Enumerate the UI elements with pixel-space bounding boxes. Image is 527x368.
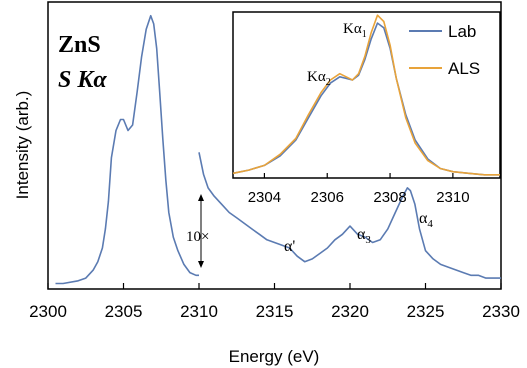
- main-series-group: [55, 14, 501, 285]
- x-axis-label: Energy (eV): [229, 347, 320, 366]
- legend-als-label: ALS: [448, 59, 480, 78]
- x-tick-label: 2305: [105, 302, 143, 321]
- x-tick-label: 2310: [180, 302, 218, 321]
- x-tick-label: 2315: [256, 302, 294, 321]
- x-tick-label: 2304: [248, 189, 281, 206]
- inset-series-group: [232, 14, 500, 176]
- inset-plot-frame: [232, 11, 501, 179]
- alpha-prime-label: α': [284, 238, 295, 255]
- panel-label-line: S Kα: [58, 67, 107, 93]
- spectrum-series-line-1: [198, 152, 501, 279]
- alpha3-label: α3: [357, 226, 371, 246]
- x-tick-label: 2300: [29, 302, 67, 321]
- main-x-ticks: 2300 2305 2310 2315 2320 2325 2330: [29, 283, 520, 321]
- x-tick-label: 2306: [311, 189, 344, 206]
- x-tick-label: 2325: [407, 302, 445, 321]
- scale-factor-label: 10×: [186, 229, 209, 245]
- inset-x-ticks: 2304 2306 2308 2310: [248, 173, 470, 206]
- y-axis-label: Intensity (arb.): [13, 91, 32, 200]
- x-tick-label: 2308: [373, 189, 406, 206]
- x-tick-label: 2330: [482, 302, 520, 321]
- k-alpha2-label: Kα2: [307, 69, 331, 88]
- k-alpha1-label: Kα1: [343, 21, 367, 40]
- scale-arrow-down-head: [198, 261, 204, 268]
- panel-label-sample: ZnS: [58, 32, 101, 58]
- legend-lab-label: Lab: [448, 22, 476, 41]
- spectrum-series-line-0: [55, 14, 199, 285]
- scale-arrow-up-head: [198, 194, 204, 201]
- x-tick-label: 2310: [436, 189, 469, 206]
- als-series-line: [232, 14, 500, 176]
- alpha4-label: α4: [419, 210, 433, 230]
- x-tick-label: 2320: [331, 302, 369, 321]
